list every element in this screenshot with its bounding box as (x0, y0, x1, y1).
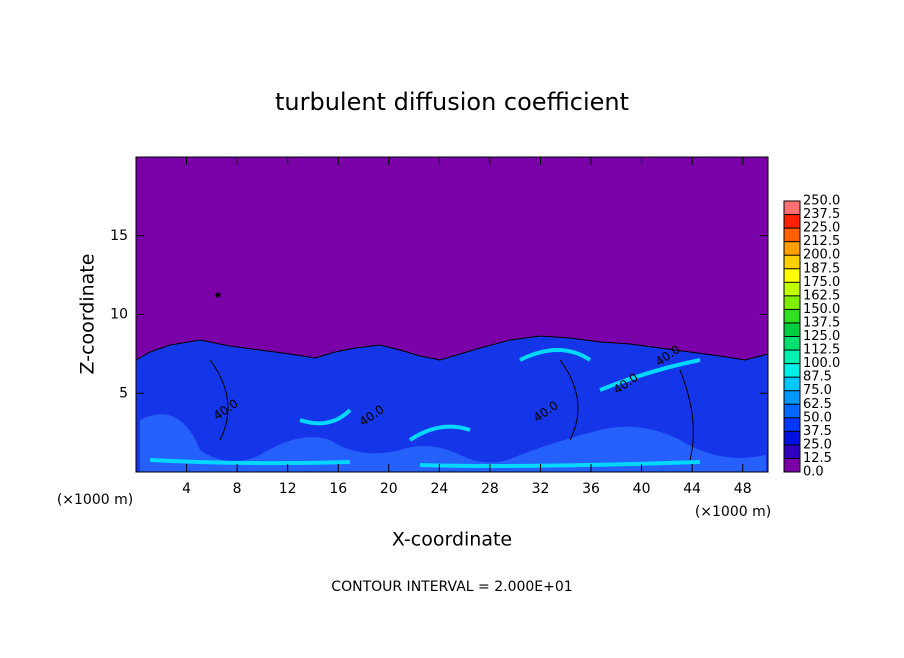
contour-blob (215, 292, 221, 298)
chart-title: turbulent diffusion coefficient (275, 88, 629, 116)
colorbar-band (784, 444, 800, 459)
x-tick-label: 48 (734, 481, 752, 497)
colorbar-label: 50.0 (803, 410, 832, 425)
y-axis-label: Z-coordinate (77, 254, 99, 375)
colorbar-label: 137.5 (803, 315, 840, 330)
region-streaks (149, 348, 701, 468)
colorbar-band (784, 350, 800, 364)
x-tick-label: 20 (380, 481, 398, 497)
colorbar-band (784, 228, 800, 242)
x-unit-label-left: (×1000 m) (57, 492, 133, 508)
x-axis-label: X-coordinate (392, 529, 512, 551)
colorbar-label: 225.0 (803, 221, 840, 236)
colorbar-label: 212.5 (803, 234, 840, 249)
colorbar-band (784, 377, 800, 391)
colorbar-label: 62.5 (803, 397, 832, 412)
colorbar-band (784, 404, 800, 418)
x-tick-label: 4 (182, 481, 191, 497)
colorbar-band (784, 255, 800, 269)
colorbar-band (784, 282, 800, 296)
footer: CONTOUR INTERVAL = 2.000E+01 (331, 579, 572, 595)
colorbar-label: 25.0 (803, 437, 832, 452)
colorbar-band (784, 295, 800, 310)
x-tick-label: 16 (329, 481, 347, 497)
colorbar-band (784, 417, 800, 432)
colorbar-band (784, 336, 800, 351)
region-light (140, 414, 766, 472)
colorbar-label: 12.5 (803, 451, 832, 466)
colorbar-band (784, 201, 800, 215)
x-tick-label: 24 (430, 481, 448, 497)
colorbar-label: 150.0 (803, 302, 840, 317)
colorbar-band (784, 363, 800, 378)
colorbar-label: 125.0 (803, 329, 840, 344)
colorbar-label: 162.5 (803, 288, 840, 303)
colorbar-label: 175.0 (803, 275, 840, 290)
x-tick-label: 32 (532, 481, 550, 497)
colorbar-band (784, 322, 800, 337)
colorbar-label: 37.5 (803, 424, 832, 439)
colorbar-label: 75.0 (803, 383, 832, 398)
colorbar-label: 87.5 (803, 370, 832, 385)
colorbar-label: 0.0 (803, 465, 824, 480)
colorbar-label: 237.5 (803, 207, 840, 222)
y-tick-label: 5 (119, 385, 128, 401)
colorbar-band (784, 431, 800, 445)
x-tick-label: 36 (582, 481, 600, 497)
colorbar-label: 187.5 (803, 261, 840, 276)
x-tick-label: 12 (279, 481, 297, 497)
x-unit-label-right: (×1000 m) (695, 504, 771, 520)
y-tick-label: 15 (110, 228, 128, 244)
y-tick-label: 10 (110, 307, 128, 323)
x-tick-label: 40 (633, 481, 651, 497)
colorbar-label: 112.5 (803, 343, 840, 358)
colorbar-band (784, 268, 800, 283)
colorbar-band (784, 458, 800, 472)
colorbar-label: 200.0 (803, 248, 840, 263)
colorbar-label: 250.0 (803, 194, 840, 209)
colorbar-band (784, 214, 800, 229)
contour-lines (209, 359, 694, 461)
x-tick-label: 8 (233, 481, 242, 497)
x-tick-label: 28 (481, 481, 499, 497)
colorbar-label: 100.0 (803, 356, 840, 371)
colorbar-band (784, 390, 800, 405)
colorbar-band (784, 309, 800, 323)
colorbar-band (784, 241, 800, 256)
x-tick-label: 44 (683, 481, 701, 497)
field (135, 157, 769, 473)
